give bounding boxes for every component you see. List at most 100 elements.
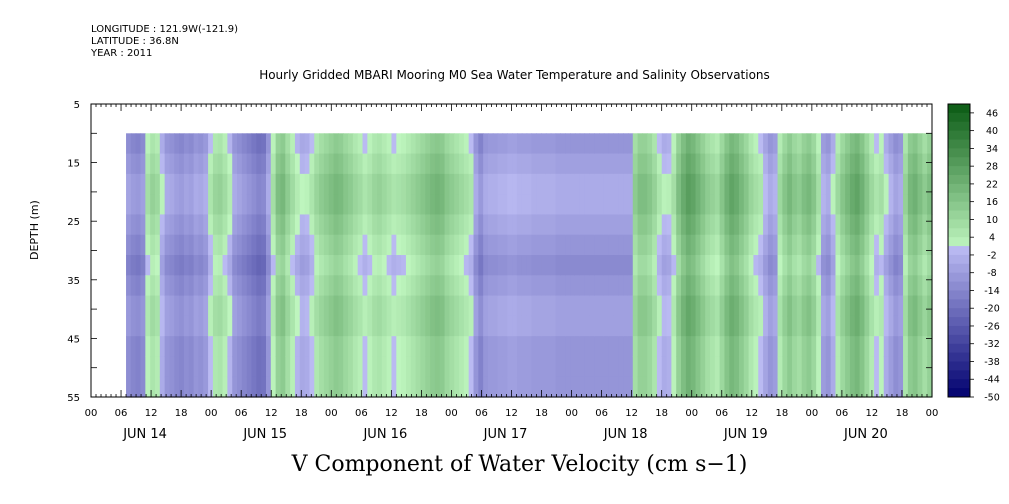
heatmap-cell [256,336,262,358]
axes: 00 06 12 18 00 06 12 18 00 06 12 18 00 06 12 18 00 06 12 18… [67,100,938,442]
heatmap-cell [463,315,470,337]
colorbar-segment [948,121,970,132]
heatmap-cell [787,153,793,175]
heatmap-cell [449,295,455,317]
heatmap-cell [492,255,499,276]
heatmap-cell [256,133,262,155]
heatmap-cell [183,255,190,276]
heatmap-cell [343,214,349,236]
heatmap-cell [405,214,412,236]
heatmap-cell [352,376,359,398]
heatmap-cell [623,234,629,256]
heatmap-cell [386,295,393,317]
heatmap-cell [377,275,383,297]
heatmap-cell [603,295,610,317]
heatmap-cell [367,356,373,378]
heatmap-cell [391,153,397,175]
heatmap-cell [222,234,228,256]
heatmap-cell [560,356,566,378]
heatmap-cell [420,356,426,378]
heatmap-cell [348,356,354,378]
heatmap-cell [169,234,175,256]
colorbar-segment [948,352,970,362]
heatmap-cell [227,234,233,256]
x-hour-tick-label: 18 [415,408,428,419]
heatmap-cell [743,356,750,378]
heatmap-cell [671,356,677,378]
heatmap-cell [425,255,431,276]
heatmap-cell [323,234,330,256]
heatmap-cell [570,133,576,155]
heatmap-cell [734,173,740,195]
heatmap-cell [169,133,175,155]
heatmap-cell [632,234,639,256]
heatmap-cell [714,173,721,195]
heatmap-cell [777,214,783,236]
heatmap-cell [512,153,518,175]
heatmap-cell [874,255,880,276]
heatmap-cell [488,315,494,337]
heatmap-cell [454,255,460,276]
heatmap-cell [676,255,682,276]
heatmap-cell [685,153,692,175]
heatmap-cell [454,214,460,236]
heatmap-cell [758,356,764,378]
heatmap-cell [150,133,156,155]
heatmap-cell [613,356,619,378]
heatmap-cell [821,315,827,337]
heatmap-cell [227,376,233,398]
heatmap-cell [145,295,151,317]
heatmap-cell [454,295,460,317]
heatmap-cell [821,275,827,297]
heatmap-cell [627,356,634,378]
colorbar-segment [948,148,970,158]
heatmap-cell [729,336,735,358]
heatmap-cell [579,295,586,317]
heatmap-cell [309,214,315,236]
heatmap-cell [796,315,803,337]
heatmap-cell [179,153,185,175]
heatmap-cell [145,194,151,216]
heatmap-cell [903,336,909,358]
heatmap-cell [309,153,315,175]
heatmap-cell [319,336,325,358]
heatmap-cell [560,315,566,337]
heatmap-cell [878,376,885,398]
heatmap-cell [690,153,697,175]
heatmap-cell [642,255,648,276]
heatmap-cell [656,133,663,155]
heatmap-cell [570,214,576,236]
heatmap-cell [237,315,243,337]
heatmap-cell [208,336,214,358]
heatmap-cell [705,275,711,297]
heatmap-cell [241,295,248,317]
heatmap-cell [652,376,658,398]
heatmap-cell [145,255,151,276]
heatmap-cell [705,214,711,236]
heatmap-cell [251,275,257,297]
heatmap-cell [801,173,808,195]
heatmap-cell [483,153,489,175]
heatmap-cell [463,194,470,216]
heatmap-cell [237,214,243,236]
heatmap-cell [903,194,909,216]
heatmap-cell [179,356,185,378]
heatmap-cell [811,336,817,358]
heatmap-cell [632,315,639,337]
heatmap-cell [251,133,257,155]
heatmap-cell [256,295,262,317]
heatmap-cell [241,133,248,155]
heatmap-cell [782,255,788,276]
heatmap-cell [584,194,590,216]
heatmap-cell [859,133,866,155]
heatmap-cell [705,376,711,398]
heatmap-cell [430,234,436,256]
heatmap-cell [632,255,639,276]
heatmap-cell [849,234,856,256]
heatmap-cell [531,234,537,256]
heatmap-cell [849,194,856,216]
heatmap-cell [854,356,861,378]
heatmap-cell [632,356,639,378]
heatmap-cell [377,153,383,175]
heatmap-cell [256,315,262,337]
